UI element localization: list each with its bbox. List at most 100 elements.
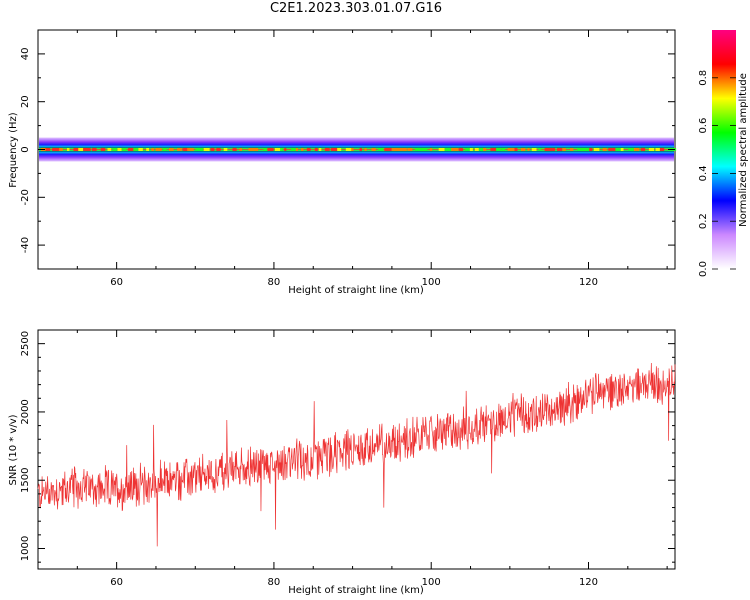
band-speckle xyxy=(255,148,259,151)
colorbar-ticks: 0.0 0.2 0.4 0.6 0.8 xyxy=(698,70,736,277)
band-speckle xyxy=(438,148,445,151)
band-speckle xyxy=(478,148,485,151)
band-speckle xyxy=(615,148,622,151)
band-speckle xyxy=(583,148,590,151)
band-speckle xyxy=(495,148,502,151)
band-speckle xyxy=(274,148,283,151)
band-speckle xyxy=(364,148,367,151)
band-speckle xyxy=(359,148,362,151)
colorbar-tick-label: 0.0 xyxy=(698,261,709,277)
band-speckle xyxy=(628,148,634,151)
band-speckle xyxy=(301,148,304,151)
band-speckle xyxy=(66,148,70,151)
band-speckle xyxy=(232,148,237,151)
bottom-x-tick-label: 80 xyxy=(268,577,281,588)
spectrogram-panel: 60 80 100 120 40 20 0 -20 -40 Height of straigh… xyxy=(8,29,677,296)
snr-frame xyxy=(37,329,676,570)
band-speckle xyxy=(112,148,118,151)
band-speckle xyxy=(138,148,143,151)
band-speckle xyxy=(451,148,459,151)
band-speckle xyxy=(351,148,354,151)
band-speckle xyxy=(538,148,542,151)
band-speckle xyxy=(507,148,516,151)
bottom-x-tick-label: 120 xyxy=(579,577,598,588)
bottom-y-axis-label: SNR (10 * v/v) xyxy=(8,414,19,485)
bottom-y-tick-label: 2500 xyxy=(20,331,31,356)
band-speckle xyxy=(391,148,400,151)
top-y-tick-label: -40 xyxy=(20,237,31,253)
band-speckle xyxy=(384,148,392,151)
band-speckle xyxy=(306,148,311,151)
band-speckle xyxy=(458,148,463,151)
band-speckle xyxy=(263,148,267,151)
bottom-y-ticks: 2500 2000 1500 1000 xyxy=(20,329,675,563)
band-speckle xyxy=(155,148,162,151)
band-speckle xyxy=(146,148,150,151)
band-speckle xyxy=(520,148,526,151)
band-speckle xyxy=(78,148,84,151)
bottom-x-axis-label: Height of straight line (km) xyxy=(288,585,424,596)
top-y-tick-label: 20 xyxy=(20,95,31,108)
band-speckle xyxy=(469,148,473,151)
top-y-axis-label: Frequency (Hz) xyxy=(8,112,19,188)
band-speckle xyxy=(162,148,167,151)
top-x-tick-label: 60 xyxy=(110,277,123,288)
band-speckle xyxy=(527,148,530,151)
band-speckle xyxy=(45,148,51,151)
band-speckle xyxy=(216,148,221,151)
band-speckle xyxy=(248,148,256,151)
bottom-y-tick-label: 1000 xyxy=(20,536,31,561)
top-x-axis-label: Height of straight line (km) xyxy=(288,285,424,296)
band-speckle xyxy=(501,148,506,151)
band-speckle xyxy=(531,148,537,151)
band-speckle xyxy=(556,148,563,151)
band-speckle xyxy=(465,148,472,151)
band-speckle xyxy=(128,148,136,151)
band-speckle xyxy=(267,148,274,151)
band-speckle xyxy=(122,148,127,151)
colorbar-tick-label: 0.8 xyxy=(698,70,709,86)
band-speckle xyxy=(483,148,487,151)
band-speckle xyxy=(195,148,204,151)
top-y-ticks: 40 20 0 -20 -40 xyxy=(20,29,675,270)
band-speckle xyxy=(73,148,80,151)
bottom-y-tick-label: 1500 xyxy=(20,468,31,493)
spectral-band xyxy=(39,137,677,162)
band-speckle xyxy=(371,148,376,151)
band-speckle xyxy=(378,148,384,151)
band-speckle xyxy=(239,148,242,151)
band-speckle xyxy=(640,148,646,151)
band-speckle xyxy=(407,148,413,151)
band-speckle xyxy=(490,148,497,151)
band-speckle xyxy=(168,148,174,151)
band-speckle xyxy=(414,148,423,151)
band-speckle xyxy=(593,148,600,151)
snr-panel: 60 80 100 120 2500 2000 1500 1000 Height of st… xyxy=(8,329,676,596)
band-speckle xyxy=(589,148,593,151)
band-speckle xyxy=(210,148,215,151)
top-y-tick-label: 40 xyxy=(20,48,31,61)
band-speckle xyxy=(562,148,566,151)
band-speckle xyxy=(577,148,585,151)
band-speckle xyxy=(290,148,299,151)
band-speckle xyxy=(314,148,318,151)
band-speckle xyxy=(100,148,106,151)
band-speckle xyxy=(648,148,655,151)
band-speckle xyxy=(203,148,210,151)
band-speckle xyxy=(655,148,660,151)
band-speckle xyxy=(429,148,433,151)
band-speckle xyxy=(295,148,298,151)
band-speckle xyxy=(133,148,139,151)
bottom-x-tick-label: 100 xyxy=(422,577,441,588)
band-speckle xyxy=(284,148,287,151)
band-speckle xyxy=(633,148,640,151)
colorbar-tick-label: 0.4 xyxy=(698,165,709,181)
band-speckle xyxy=(151,148,154,151)
band-speckle xyxy=(474,148,479,151)
band-speckle xyxy=(318,148,322,151)
page-title: C2E1.2023.303.01.07.G16 xyxy=(269,1,443,16)
band-speckle xyxy=(602,148,607,151)
top-x-tick-label: 120 xyxy=(579,277,598,288)
band-speckle xyxy=(117,148,122,151)
